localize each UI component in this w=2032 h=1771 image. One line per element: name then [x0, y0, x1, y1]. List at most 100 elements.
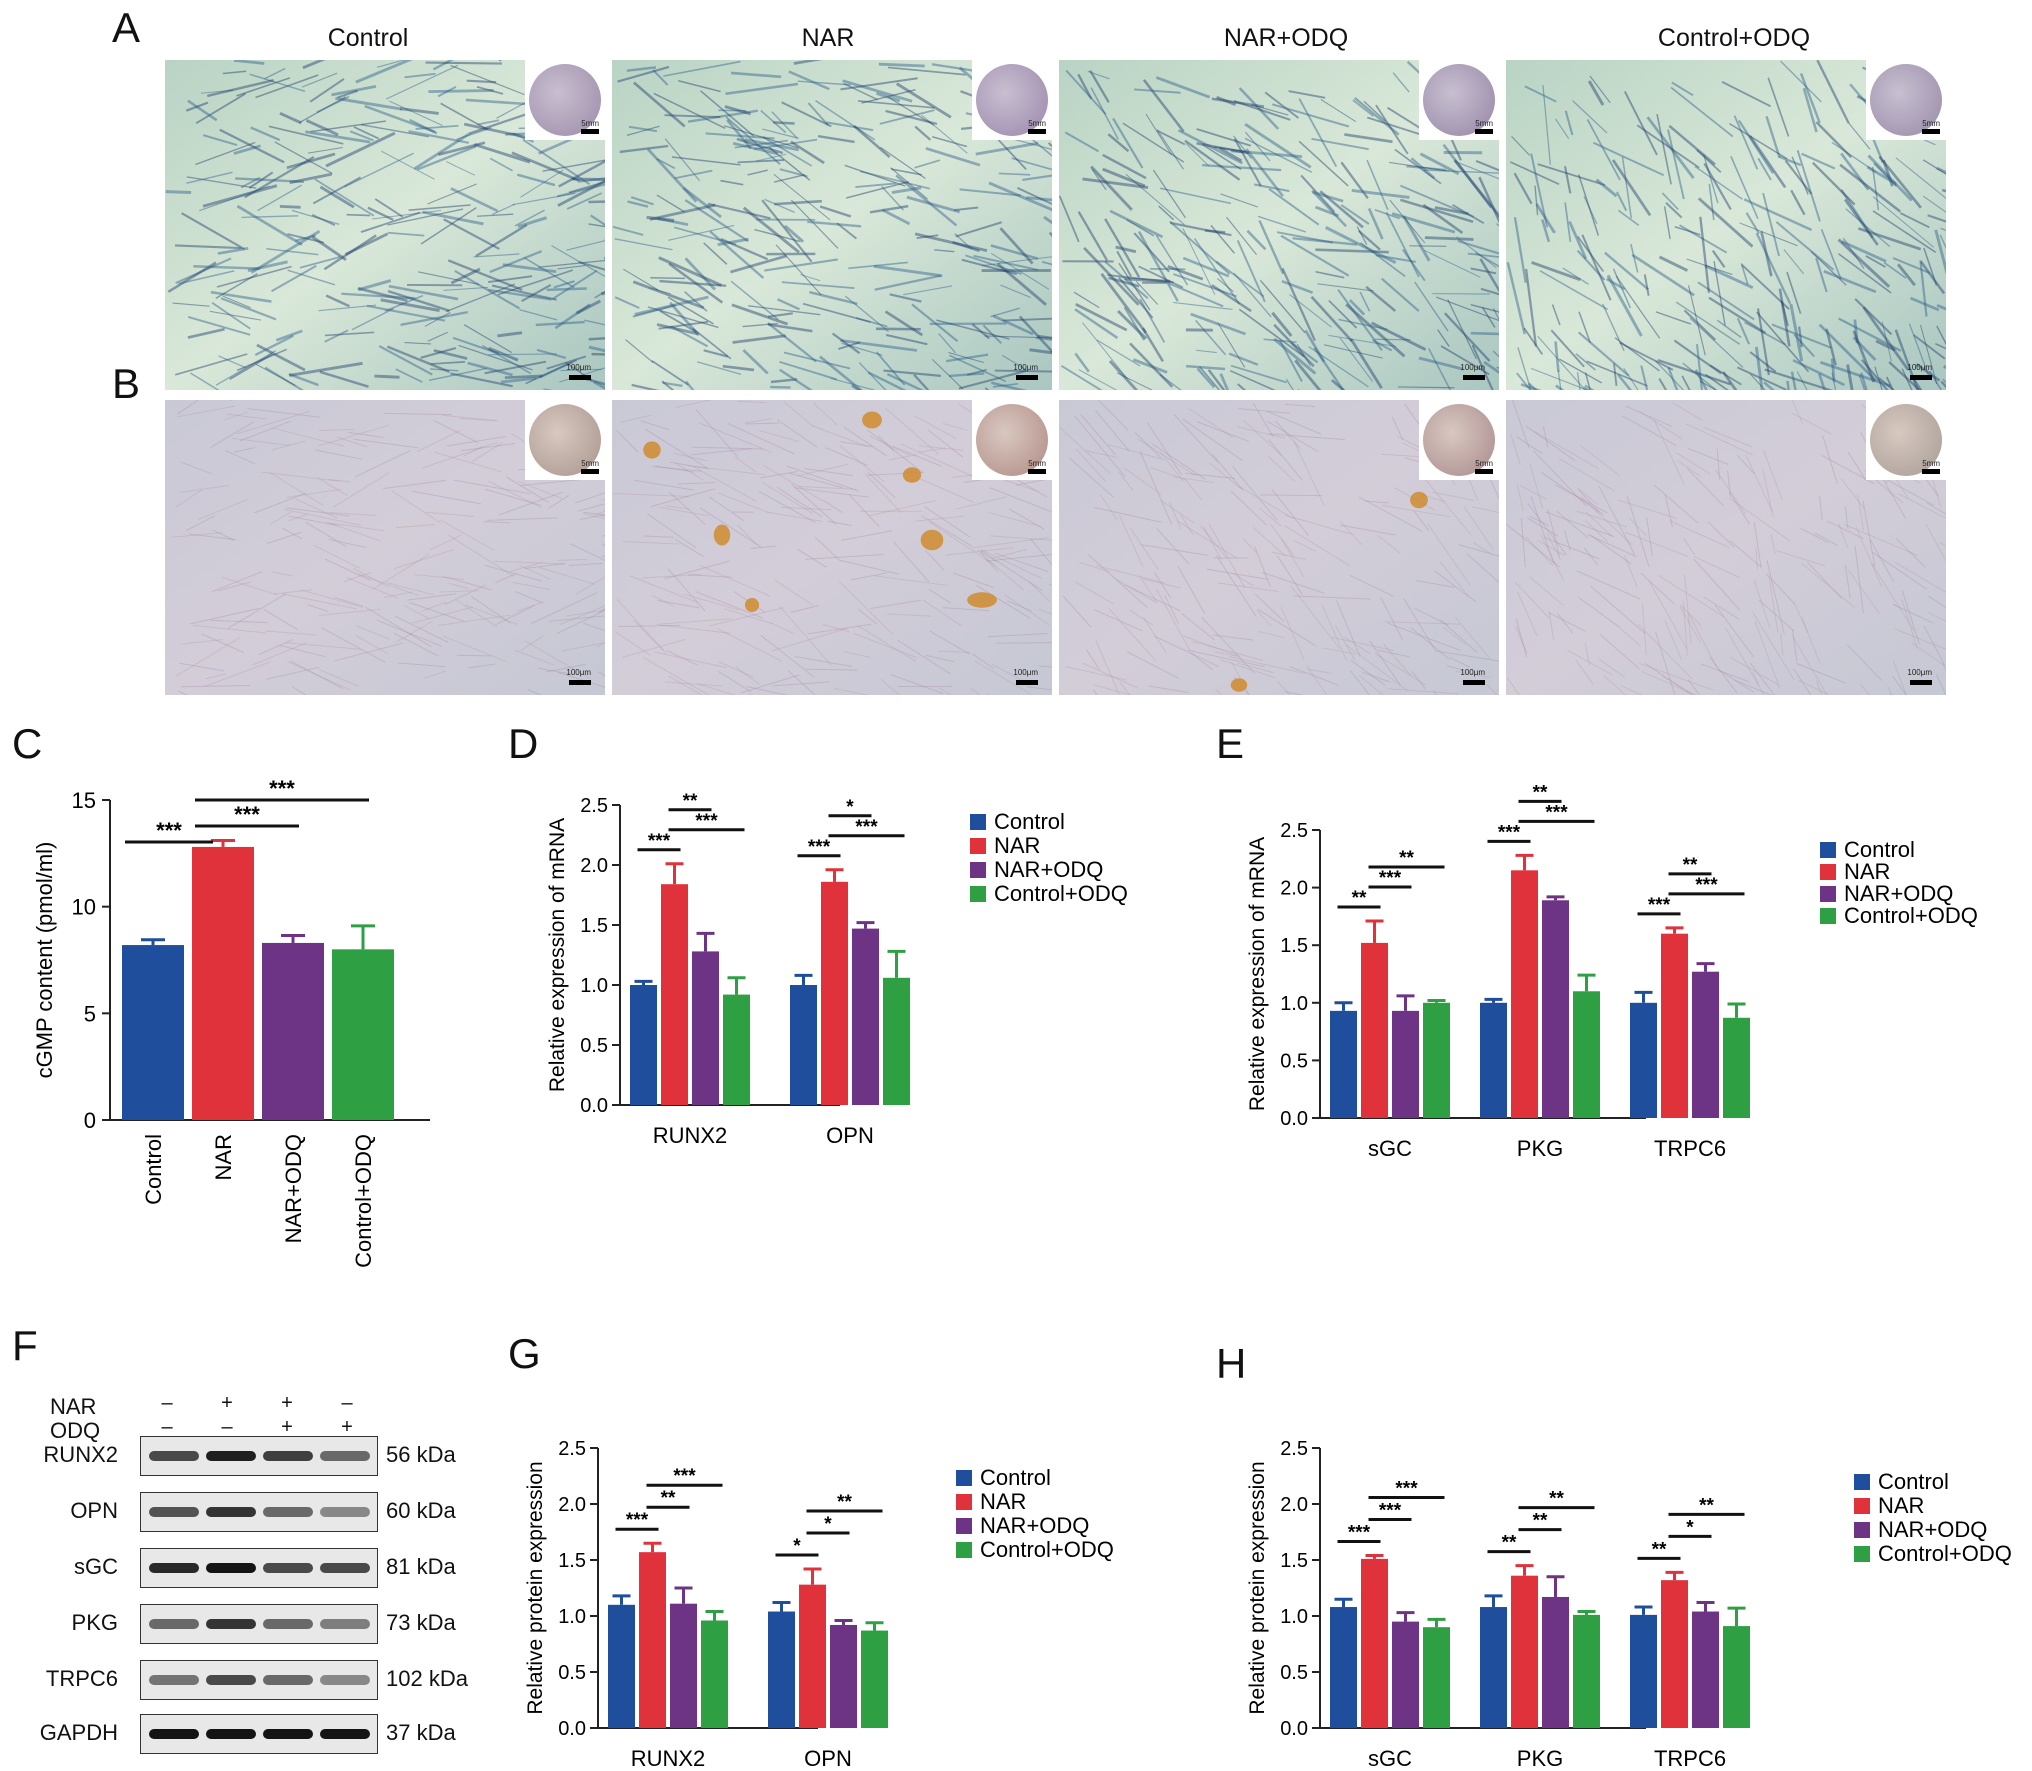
wb-protein-label: TRPC6: [45, 1666, 118, 1691]
y-tick-label: 0: [84, 1108, 96, 1133]
x-tick-label: RUNX2: [653, 1123, 728, 1148]
y-tick-label: 2.0: [1280, 1494, 1308, 1516]
legend-swatch: [1854, 1474, 1870, 1490]
legend-label: NAR: [980, 1489, 1026, 1514]
alp-stain-image: 5mm 100μm: [1506, 60, 1946, 390]
y-axis-label: cGMP content (pmol/ml): [32, 842, 57, 1079]
y-tick-label: 1.5: [558, 1550, 586, 1572]
legend-label: Control+ODQ: [1878, 1541, 2012, 1566]
y-tick-label: 2.0: [580, 855, 608, 877]
alp-stain-image: 5mm 100μm: [165, 60, 605, 390]
bar: [661, 884, 688, 1105]
legend-label: Control+ODQ: [994, 881, 1128, 906]
column-title-nar-odq: NAR+ODQ: [1223, 24, 1349, 52]
bar: [639, 1552, 666, 1728]
legend-swatch: [1854, 1546, 1870, 1562]
significance-label: *: [793, 1536, 801, 1557]
alp-stain-image: 5mm 100μm: [612, 60, 1052, 390]
wb-band-row: [140, 1714, 378, 1754]
significance-label: ***: [1379, 868, 1402, 889]
y-tick-label: 0.5: [580, 1035, 608, 1057]
y-axis-label: Relative protein expression: [1246, 1461, 1269, 1714]
wb-odq-sign: +: [341, 1416, 353, 1438]
bar: [768, 1611, 795, 1728]
bar: [262, 942, 324, 1120]
legend-swatch: [1820, 864, 1836, 880]
wb-odq-sign: –: [161, 1416, 173, 1438]
wb-protein-label: OPN: [70, 1498, 118, 1523]
scale-bar: [1463, 375, 1485, 380]
significance-label: ***: [855, 817, 878, 838]
bar: [861, 1630, 888, 1728]
panel-letter-f: F: [12, 1322, 38, 1369]
wb-band: [320, 1507, 370, 1517]
bar: [630, 985, 657, 1105]
x-tick-label: Control: [141, 1134, 166, 1205]
significance-label: ***: [234, 802, 260, 827]
significance-label: ***: [269, 776, 295, 801]
y-tick-label: 0.5: [558, 1662, 586, 1684]
significance-label: ***: [648, 831, 671, 852]
wb-protein-label: sGC: [74, 1554, 118, 1579]
panel-letter-b: B: [112, 360, 141, 407]
bar: [1361, 942, 1388, 1118]
significance-label: **: [1399, 848, 1414, 869]
bar: [883, 977, 910, 1105]
significance-label: ***: [156, 818, 182, 843]
wb-band: [320, 1563, 370, 1573]
x-tick-label: TRPC6: [1654, 1746, 1726, 1771]
panel-letter-g: G: [508, 1330, 541, 1377]
legend-label: NAR: [1878, 1493, 1924, 1518]
y-tick-label: 2.5: [1280, 820, 1308, 842]
wb-band: [206, 1729, 256, 1739]
x-tick-label: sGC: [1368, 1136, 1412, 1161]
wb-kda-label: 102 kDa: [386, 1666, 468, 1691]
x-tick-label: TRPC6: [1654, 1136, 1726, 1161]
bar: [122, 945, 184, 1120]
wb-band: [206, 1563, 256, 1573]
bar: [1573, 991, 1600, 1118]
wb-band: [149, 1563, 199, 1573]
alp-stain-image: 5mm 100μm: [1059, 60, 1499, 390]
legend-label: Control: [1878, 1469, 1949, 1494]
wb-band: [149, 1451, 199, 1461]
y-tick-label: 1.5: [1280, 935, 1308, 957]
dish-inset: 5mm: [525, 60, 605, 140]
significance-label: *: [1686, 1517, 1694, 1538]
bar: [830, 1624, 857, 1728]
panel-letter-d: D: [508, 720, 539, 767]
wb-band: [263, 1451, 313, 1461]
wb-band: [263, 1729, 313, 1739]
column-title-control: Control: [327, 24, 409, 52]
bar: [670, 1603, 697, 1728]
bar: [1573, 1614, 1600, 1728]
scale-bar: [569, 680, 591, 685]
significance-label: **: [1683, 855, 1698, 876]
legend-swatch: [1820, 908, 1836, 924]
x-tick-label: RUNX2: [631, 1746, 706, 1771]
y-axis-label: Relative protein expression: [524, 1461, 547, 1714]
y-tick-label: 0.5: [1280, 1050, 1308, 1072]
wb-odq-sign: –: [221, 1416, 233, 1438]
y-tick-label: 1.0: [558, 1606, 586, 1628]
bar: [1661, 933, 1688, 1118]
bar: [1392, 1010, 1419, 1118]
bar: [1511, 870, 1538, 1118]
wb-band: [206, 1675, 256, 1685]
y-tick-label: 0.0: [1280, 1718, 1308, 1740]
bar: [852, 928, 879, 1105]
bar: [1480, 1002, 1507, 1118]
wb-band: [263, 1507, 313, 1517]
legend-swatch: [956, 1518, 972, 1534]
wb-kda-label: 81 kDa: [386, 1554, 456, 1579]
significance-label: **: [1352, 888, 1367, 909]
bar: [1511, 1575, 1538, 1728]
significance-label: ***: [1379, 1501, 1402, 1522]
chart-g-protein: 0.0 0.5 1.0 1.5 2.0 2.5 Relative protein expre…: [524, 1438, 1114, 1771]
wb-kda-label: 60 kDa: [386, 1498, 456, 1523]
dish-inset: 5mm: [525, 400, 605, 480]
legend-label: NAR: [1844, 859, 1890, 884]
legend-label: Control: [994, 809, 1065, 834]
legend-swatch: [1854, 1522, 1870, 1538]
chart-h-protein: 0.0 0.5 1.0 1.5 2.0 2.5 Relative protein expre…: [1246, 1438, 2012, 1771]
